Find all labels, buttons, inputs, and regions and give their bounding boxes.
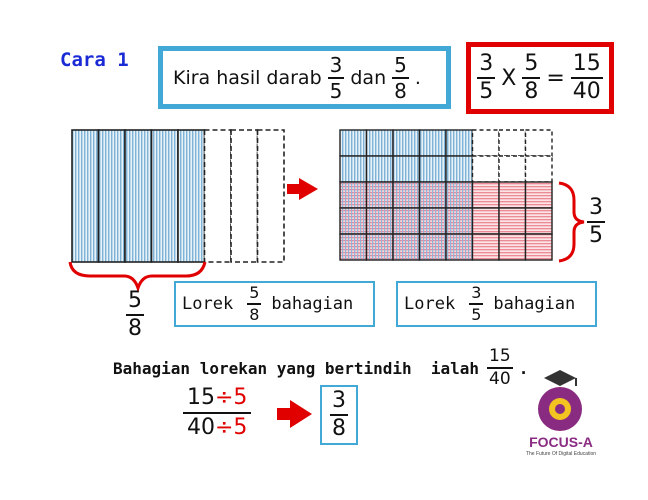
left-model-column <box>150 129 179 263</box>
right-model-cell <box>471 155 500 183</box>
equals-sign: = <box>546 65 565 91</box>
right-brace <box>558 181 585 263</box>
times-sign: X <box>501 65 517 91</box>
equation-fraction-1: 3 5 <box>477 51 496 104</box>
right-model-cell <box>445 129 474 157</box>
overlap-sentence: Bahagian lorekan yang bertindih ialah 15… <box>113 346 529 389</box>
instruction-end: . <box>414 66 421 89</box>
lorek-right-fraction: 3 5 <box>469 283 484 324</box>
instruction-fraction-1: 3 5 <box>327 52 345 103</box>
right-model-cell <box>445 155 474 183</box>
right-model-cell <box>471 207 500 235</box>
right-label: 3 5 <box>587 195 605 248</box>
right-model-cell <box>445 207 474 235</box>
right-model-cell <box>498 233 527 261</box>
right-model-cell <box>445 233 474 261</box>
right-model-cell <box>339 155 368 183</box>
right-model-cell <box>418 129 447 157</box>
lorek-right-box: Lorek 3 5 bahagian <box>396 281 597 327</box>
right-model-cell <box>471 233 500 261</box>
right-model-cell <box>392 233 421 261</box>
left-brace <box>68 261 207 293</box>
logo-name: FOCUS-A <box>529 434 593 450</box>
right-model-cell <box>365 233 394 261</box>
right-model-cell <box>524 155 553 183</box>
right-model-cell <box>524 233 553 261</box>
arrow-right-icon-2 <box>277 400 312 428</box>
equation-fraction-2: 5 8 <box>522 51 541 104</box>
right-model-cell <box>392 155 421 183</box>
right-model-cell <box>418 233 447 261</box>
equation-box: 3 5 X 5 8 = 15 40 <box>466 42 614 114</box>
left-model-column <box>124 129 153 263</box>
lorek-left-box: Lorek 5 8 bahagian <box>174 281 375 327</box>
right-model-cell <box>339 181 368 209</box>
simplify-fraction: 15÷5 40÷5 <box>183 387 252 439</box>
left-model-column <box>97 129 126 263</box>
overlap-fraction: 15 40 <box>487 346 513 389</box>
equation-result: 15 40 <box>570 51 603 104</box>
right-model-cell <box>339 233 368 261</box>
left-model-column <box>177 129 206 263</box>
left-fraction-model <box>71 129 285 263</box>
heading: Cara 1 <box>60 49 129 71</box>
right-model-cell <box>365 129 394 157</box>
right-model-cell <box>418 207 447 235</box>
left-model-column <box>256 129 285 263</box>
right-model-cell <box>498 155 527 183</box>
arrow-right-icon <box>287 178 318 200</box>
instruction-box: Kira hasil darab 3 5 dan 5 8 . <box>158 46 451 109</box>
right-model-cell <box>524 129 553 157</box>
instruction-conjunction: dan <box>350 66 387 89</box>
instruction-fraction-2: 5 8 <box>392 52 409 103</box>
right-model-cell <box>339 207 368 235</box>
right-model-cell <box>418 155 447 183</box>
right-model-cell <box>498 129 527 157</box>
right-model-cell <box>498 181 527 209</box>
right-model-cell <box>339 129 368 157</box>
simplified-fraction-box: 3 8 <box>320 385 358 445</box>
right-model-cell <box>392 181 421 209</box>
left-model-column <box>203 129 232 263</box>
right-fraction-model <box>339 129 553 261</box>
focus-a-logo <box>538 370 582 431</box>
right-model-cell <box>471 129 500 157</box>
right-model-cell <box>524 207 553 235</box>
left-model-column <box>71 129 100 263</box>
left-label: 5 8 <box>126 288 144 341</box>
logo-tagline: The Future Of Digital Education <box>525 451 597 457</box>
right-model-cell <box>445 181 474 209</box>
right-model-cell <box>365 181 394 209</box>
right-model-cell <box>524 181 553 209</box>
right-model-cell <box>471 181 500 209</box>
right-model-cell <box>498 207 527 235</box>
left-model-column <box>230 129 259 263</box>
right-model-cell <box>418 181 447 209</box>
right-model-cell <box>365 155 394 183</box>
right-model-cell <box>392 129 421 157</box>
lorek-left-fraction: 5 8 <box>247 283 262 324</box>
right-model-cell <box>392 207 421 235</box>
right-model-cell <box>365 207 394 235</box>
instruction-text: Kira hasil darab <box>173 66 322 89</box>
